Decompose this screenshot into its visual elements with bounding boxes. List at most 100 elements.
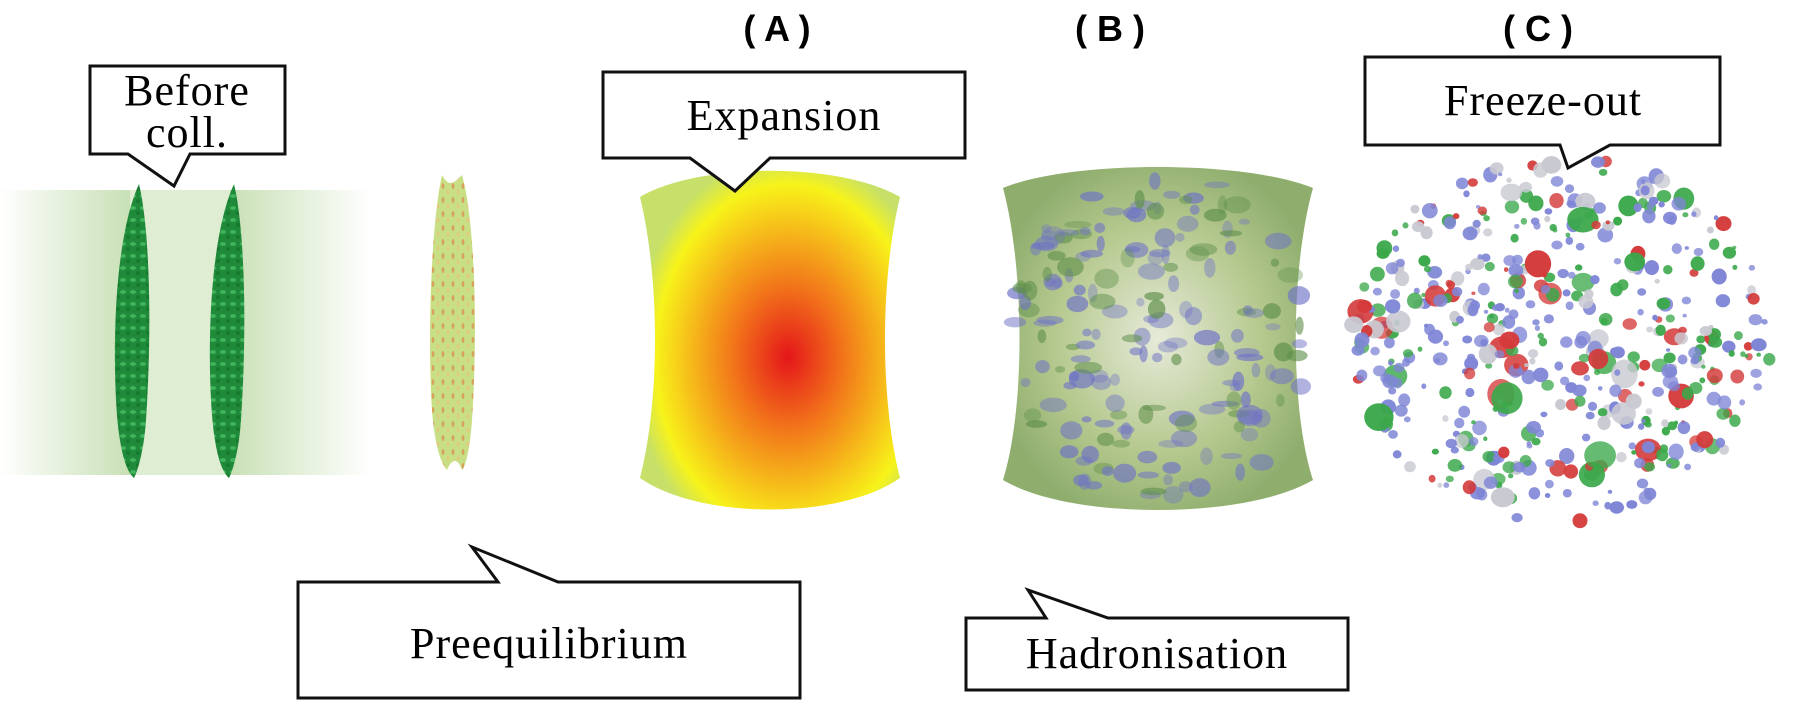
particle [1533,367,1549,383]
particle [1508,264,1524,277]
particle [1483,436,1488,442]
hadron-spot [1164,337,1188,349]
hadron-spot [1094,268,1119,289]
hadron-spot [1174,414,1198,433]
particle [1655,324,1666,336]
hadron-spot [1290,378,1312,395]
hadron-spot [1075,340,1096,350]
hadron-spot [1144,291,1164,301]
particle [1571,361,1589,376]
particle [1510,233,1519,243]
particle [1729,414,1741,427]
particle [1499,331,1520,349]
callout-hadronisation: Hadronisation [964,587,1350,692]
particle [1370,266,1385,282]
particle [1455,177,1469,190]
particle [1480,338,1488,347]
particle [1722,246,1737,259]
particle [1640,185,1650,196]
hadron-spot [1287,286,1311,305]
particle [1656,448,1669,462]
particle [1706,391,1722,406]
particle [1450,446,1459,454]
particle [1482,451,1496,463]
particle [1591,220,1601,230]
particle [1514,288,1519,293]
hadron-spot [1091,374,1112,390]
hadron-spot [1047,251,1066,261]
hadron-spot [1036,315,1064,325]
particle [1462,226,1478,241]
particle [1574,395,1586,407]
particle [1402,222,1409,229]
particle [1663,352,1676,364]
hadron-spot [1242,305,1253,315]
particle [1604,501,1612,510]
hadron-spot [1176,215,1199,232]
particle [1562,289,1571,297]
particle [1587,401,1598,411]
particle [1437,482,1443,488]
hadron-spot [1080,249,1103,258]
particle [1715,437,1726,448]
freeze-out-particles [1344,155,1776,529]
particle [1711,268,1727,285]
particle [1699,326,1713,336]
particle [1504,200,1520,214]
particle [1354,332,1370,348]
particle [1761,319,1768,325]
hadron-spot [1200,447,1213,466]
particle [1411,221,1425,233]
hadron-spot [1163,190,1181,199]
particle [1572,513,1588,529]
hadron-spot [1081,416,1092,423]
particle [1616,452,1627,463]
particle [1398,393,1411,407]
particle [1565,301,1574,311]
particle [1639,359,1651,371]
particle [1641,418,1646,424]
particle [1443,216,1457,230]
hadron-spot [1142,404,1167,411]
particle [1598,313,1613,326]
hadron-spot [1137,263,1165,280]
particle [1537,332,1544,339]
callout-preequilibrium: Preequilibrium [296,543,802,700]
particle [1442,415,1449,422]
particle [1661,419,1669,428]
particle [1554,361,1564,371]
particle [1645,408,1653,415]
hadron-spot [1110,410,1128,420]
particle [1646,326,1654,333]
particle [1524,250,1552,278]
particle [1689,269,1699,277]
particle [1638,381,1645,387]
hadron-spot [1273,342,1293,362]
hadron-spot [1073,284,1086,296]
nucleus-left [114,184,150,478]
particle [1681,296,1692,305]
particle [1512,286,1526,300]
particle [1476,488,1488,501]
particle [1404,461,1416,473]
hadron-spot [1110,373,1120,386]
particle [1628,442,1637,450]
hadron-spot [1082,328,1092,337]
particle [1498,446,1510,459]
hadron-spot [1134,190,1145,209]
hadron-spot [1198,403,1226,415]
particle [1664,366,1678,378]
hadron-spot [1121,334,1143,343]
particle [1529,357,1536,365]
particle [1445,475,1454,483]
particle [1722,340,1736,353]
particle [1642,208,1656,224]
hadron-spot [1094,222,1106,233]
hadron-spot [1265,364,1276,381]
particle [1491,382,1523,415]
hadron-spot [1074,361,1103,374]
particle [1388,360,1394,366]
particle [1498,172,1503,177]
hadron-spot [1203,208,1227,222]
particle [1443,482,1450,488]
